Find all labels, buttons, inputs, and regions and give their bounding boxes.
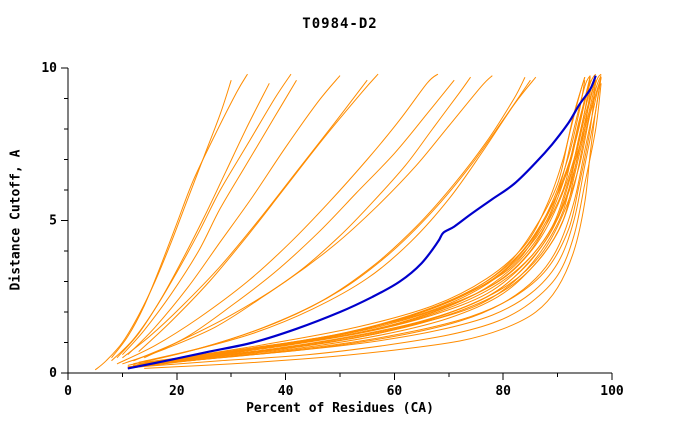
model-curve-model-36 xyxy=(144,77,602,369)
model-curve-model-15 xyxy=(133,73,602,366)
model-curve-model-07 xyxy=(149,77,591,365)
y-tick-label: 5 xyxy=(49,214,57,229)
model-curve-model-24 xyxy=(143,79,455,359)
model-curve-model-08 xyxy=(133,77,597,366)
model-curve-model-20 xyxy=(133,77,597,366)
model-curve-model-31 xyxy=(111,73,292,362)
x-tick-label: 0 xyxy=(64,384,72,399)
y-tick-label: 10 xyxy=(41,61,57,76)
model-curve-model-11 xyxy=(138,73,597,365)
model-curve-model-30 xyxy=(122,79,368,359)
model-curve-model-21 xyxy=(122,76,471,365)
model-curve-model-19 xyxy=(144,75,591,365)
model-curve-model-23 xyxy=(116,73,439,365)
model-curve-model-28 xyxy=(122,79,297,356)
model-curve-model-14 xyxy=(160,77,586,362)
x-tick-label: 20 xyxy=(169,384,185,399)
model-curve-model-04 xyxy=(144,77,597,365)
model-curve-model-22 xyxy=(133,75,493,362)
model-curve-model-37 xyxy=(138,83,602,368)
y-tick-label: 0 xyxy=(49,366,57,381)
model-curve-model-29 xyxy=(127,75,341,356)
model-curve-model-27 xyxy=(116,83,270,359)
x-tick-label: 60 xyxy=(387,384,403,399)
x-tick-label: 40 xyxy=(278,384,294,399)
x-tick-label: 80 xyxy=(495,384,511,399)
model-curve-model-05 xyxy=(133,76,597,368)
model-curve-model-13 xyxy=(133,80,597,368)
model-curve-model-03 xyxy=(127,80,597,368)
chart-title: T0984-D2 xyxy=(302,16,378,32)
model-curve-model-25 xyxy=(94,80,232,371)
model-curve-model-10 xyxy=(127,75,602,369)
model-curve-model-16 xyxy=(138,77,591,365)
model-curve-model-33 xyxy=(133,76,526,365)
model-curve-model-34 xyxy=(138,79,531,363)
model-curve-model-02 xyxy=(138,77,602,366)
model-curve-model-06 xyxy=(138,80,586,365)
x-tick-label: 100 xyxy=(600,384,624,399)
model-curve-model-35 xyxy=(127,76,537,366)
model-curve-model-26 xyxy=(111,73,248,359)
model-curve-model-18 xyxy=(127,77,602,368)
model-curve-model-17 xyxy=(149,80,591,363)
x-axis-label: Percent of Residues (CA) xyxy=(246,401,434,416)
model-curve-model-12 xyxy=(144,77,586,363)
highlighted-curve xyxy=(127,75,597,370)
model-curve-model-32 xyxy=(138,73,379,352)
